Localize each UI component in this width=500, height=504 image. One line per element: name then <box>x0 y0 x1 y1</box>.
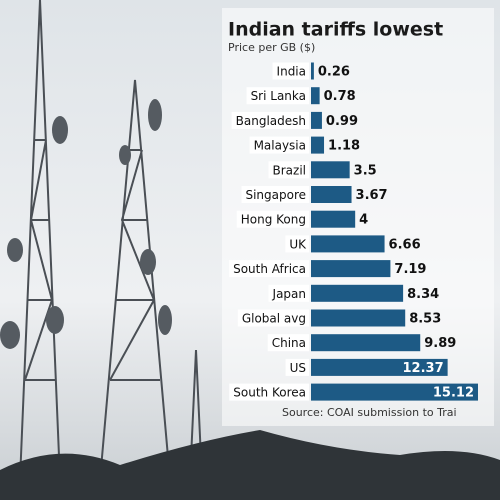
category-label: US <box>290 361 306 375</box>
bar <box>311 161 350 179</box>
chart-subtitle: Price per GB ($) <box>228 41 315 54</box>
category-box <box>229 260 309 278</box>
category-label: Brazil <box>273 163 307 177</box>
category-box <box>285 235 309 253</box>
value-label: 0.78 <box>324 89 356 104</box>
category-box <box>246 87 309 105</box>
value-label: 0.26 <box>318 65 350 80</box>
bar <box>311 210 356 228</box>
category-box <box>236 210 309 228</box>
category-label: Japan <box>272 287 306 301</box>
category-label: UK <box>289 237 307 251</box>
category-box <box>268 161 309 179</box>
value-label: 4 <box>359 213 368 228</box>
category-label: Sri Lanka <box>251 89 306 103</box>
bar <box>311 309 406 327</box>
category-box <box>229 383 309 401</box>
value-label: 8.34 <box>407 287 439 302</box>
value-label: 0.99 <box>326 114 358 129</box>
tower-illustration <box>19 0 203 481</box>
category-box <box>231 111 309 129</box>
value-label: 12.37 <box>403 361 444 376</box>
value-label: 9.89 <box>424 336 456 351</box>
bar <box>311 111 322 129</box>
bar <box>311 358 448 376</box>
category-label: India <box>277 65 306 79</box>
category-box <box>272 62 309 80</box>
category-box <box>249 136 309 154</box>
chart-title: Indian tariffs lowest <box>228 19 443 41</box>
category-label: South Korea <box>233 386 306 400</box>
source-note: Source: COAI submission to Trai <box>282 406 457 419</box>
value-label: 3.5 <box>354 163 377 178</box>
category-box <box>267 334 309 352</box>
category-label: Global avg <box>242 312 306 326</box>
category-box <box>285 358 309 376</box>
value-label: 6.66 <box>389 237 421 252</box>
bar <box>311 284 404 302</box>
tree-line <box>0 430 500 500</box>
value-label: 7.19 <box>394 262 426 277</box>
value-label: 15.12 <box>433 386 474 401</box>
value-label: 1.18 <box>328 139 360 154</box>
value-label: 8.53 <box>409 312 441 327</box>
bar <box>311 334 421 352</box>
tower-dishes <box>0 99 172 349</box>
category-label: Bangladesh <box>236 114 306 128</box>
bar <box>311 87 320 105</box>
bar <box>311 186 352 203</box>
category-box <box>241 186 309 203</box>
category-label: China <box>272 336 306 350</box>
bar <box>311 62 314 80</box>
category-box <box>237 309 309 327</box>
bar <box>311 235 385 253</box>
bar <box>311 383 478 401</box>
category-label: Hong Kong <box>241 213 306 227</box>
bar <box>311 136 325 154</box>
bar <box>311 260 391 278</box>
category-label: Malaysia <box>254 139 306 153</box>
category-box <box>268 284 309 302</box>
value-label: 3.67 <box>356 188 388 203</box>
category-label: Singapore <box>245 188 306 202</box>
category-label: South Africa <box>233 262 306 276</box>
